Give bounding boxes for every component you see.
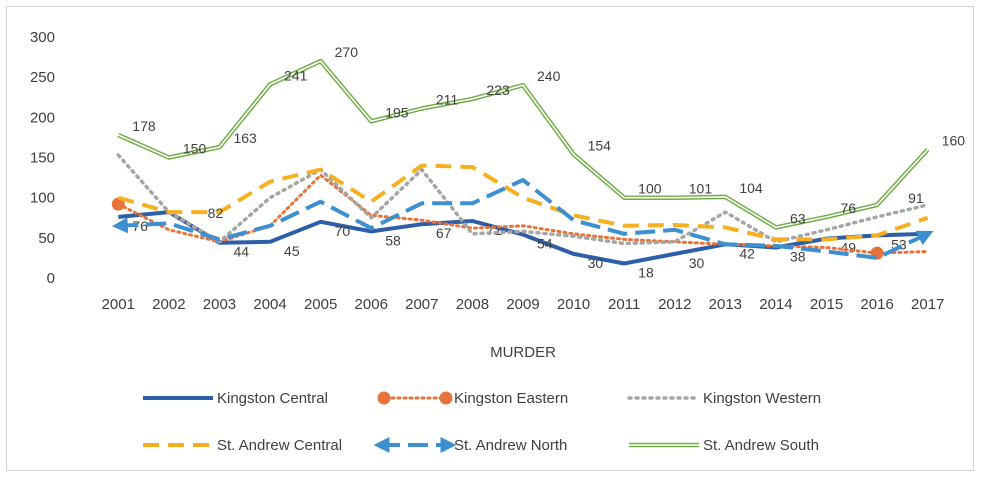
x-tick-label: 2007: [405, 296, 438, 313]
data-label: 54: [537, 236, 553, 252]
line-chart: 0 50 100 150 200 250 300 2001 2002 2003 2004 2005 20…: [30, 29, 966, 454]
legend-label: St. Andrew South: [703, 437, 819, 454]
x-tick-label: 2005: [304, 296, 337, 313]
legend-item: St. Andrew Central: [143, 437, 342, 454]
data-label: 195: [385, 104, 409, 120]
data-label: 42: [739, 245, 755, 261]
y-tick-label: 0: [47, 270, 55, 287]
x-tick-label: 2002: [152, 296, 185, 313]
x-tick-label: 2011: [608, 296, 640, 313]
legend-label: Kingston Western: [703, 390, 821, 407]
data-label: 91: [908, 190, 924, 206]
legend-label: St. Andrew North: [454, 437, 567, 454]
series-st-andrew-south: 178 150 163 241 270 195 211 223 240 154 100 101 104 6…: [117, 44, 966, 230]
data-label: 178: [132, 118, 156, 134]
legend-item: St. Andrew North: [373, 437, 567, 454]
series-line: [117, 163, 929, 242]
data-label: 71: [486, 222, 502, 238]
series-line-inner: [117, 60, 929, 229]
x-tick-label: 2016: [860, 296, 893, 313]
legend-item: Kingston Western: [627, 390, 821, 407]
data-label: 67: [436, 225, 452, 241]
data-label: 38: [790, 248, 806, 264]
legend-marker: [377, 391, 391, 405]
data-label: 104: [739, 180, 763, 196]
data-label: 70: [335, 223, 351, 239]
data-label: 223: [486, 82, 510, 98]
chart-frame: 0 50 100 150 200 250 300 2001 2002 2003 2004 2005 20…: [6, 6, 974, 471]
x-tick-label: 2008: [456, 296, 489, 313]
data-label: 150: [183, 141, 207, 157]
data-label: 63: [790, 210, 806, 226]
data-label: 154: [588, 137, 612, 153]
legend-label: St. Andrew Central: [217, 437, 342, 454]
x-tick-label: 2013: [709, 296, 742, 313]
data-label: 100: [638, 181, 662, 197]
y-tick-label: 100: [30, 190, 55, 207]
x-tick-label: 2017: [911, 296, 944, 313]
series-marker: [111, 197, 125, 211]
y-tick-label: 300: [30, 29, 55, 46]
x-tick-label: 2004: [253, 296, 286, 313]
y-tick-label: 250: [30, 69, 55, 86]
data-label: 160: [942, 132, 966, 148]
data-label: 82: [208, 205, 224, 221]
series-line: [111, 178, 934, 260]
data-label: 241: [284, 67, 308, 83]
data-label: 45: [284, 243, 300, 259]
x-tick-label: 2012: [658, 296, 691, 313]
x-axis-title: MURDER: [490, 344, 556, 361]
x-tick-label: 2001: [102, 296, 135, 313]
data-label: 101: [689, 181, 713, 197]
data-label: 163: [233, 130, 257, 146]
legend-item: St. Andrew South: [629, 437, 819, 454]
x-tick-label: 2009: [506, 296, 539, 313]
legend-label: Kingston Central: [217, 390, 328, 407]
data-label: 18: [638, 265, 654, 281]
x-tick-label: 2003: [203, 296, 236, 313]
data-label: 270: [335, 44, 359, 60]
data-label: 58: [385, 232, 401, 248]
data-label: 240: [537, 68, 561, 84]
legend-item: Kingston Eastern: [377, 390, 568, 407]
series-st-andrew-central: 82: [117, 163, 929, 242]
data-label: 30: [689, 255, 705, 271]
x-tick-label: 2015: [810, 296, 843, 313]
data-label: 30: [588, 255, 604, 271]
y-tick-label: 200: [30, 109, 55, 126]
legend-marker: [439, 391, 453, 405]
data-label: 44: [233, 244, 249, 260]
x-tick-label: 2006: [355, 296, 388, 313]
x-tick-label: 2014: [759, 296, 792, 313]
legend-label: Kingston Eastern: [454, 390, 568, 407]
data-label: 211: [436, 91, 459, 107]
series-st-andrew-north: [111, 178, 934, 260]
data-label: 76: [841, 200, 857, 216]
x-tick-label: 2010: [557, 296, 590, 313]
y-tick-label: 150: [30, 150, 55, 167]
legend-item: Kingston Central: [143, 390, 328, 407]
y-tick-label: 50: [38, 230, 55, 247]
